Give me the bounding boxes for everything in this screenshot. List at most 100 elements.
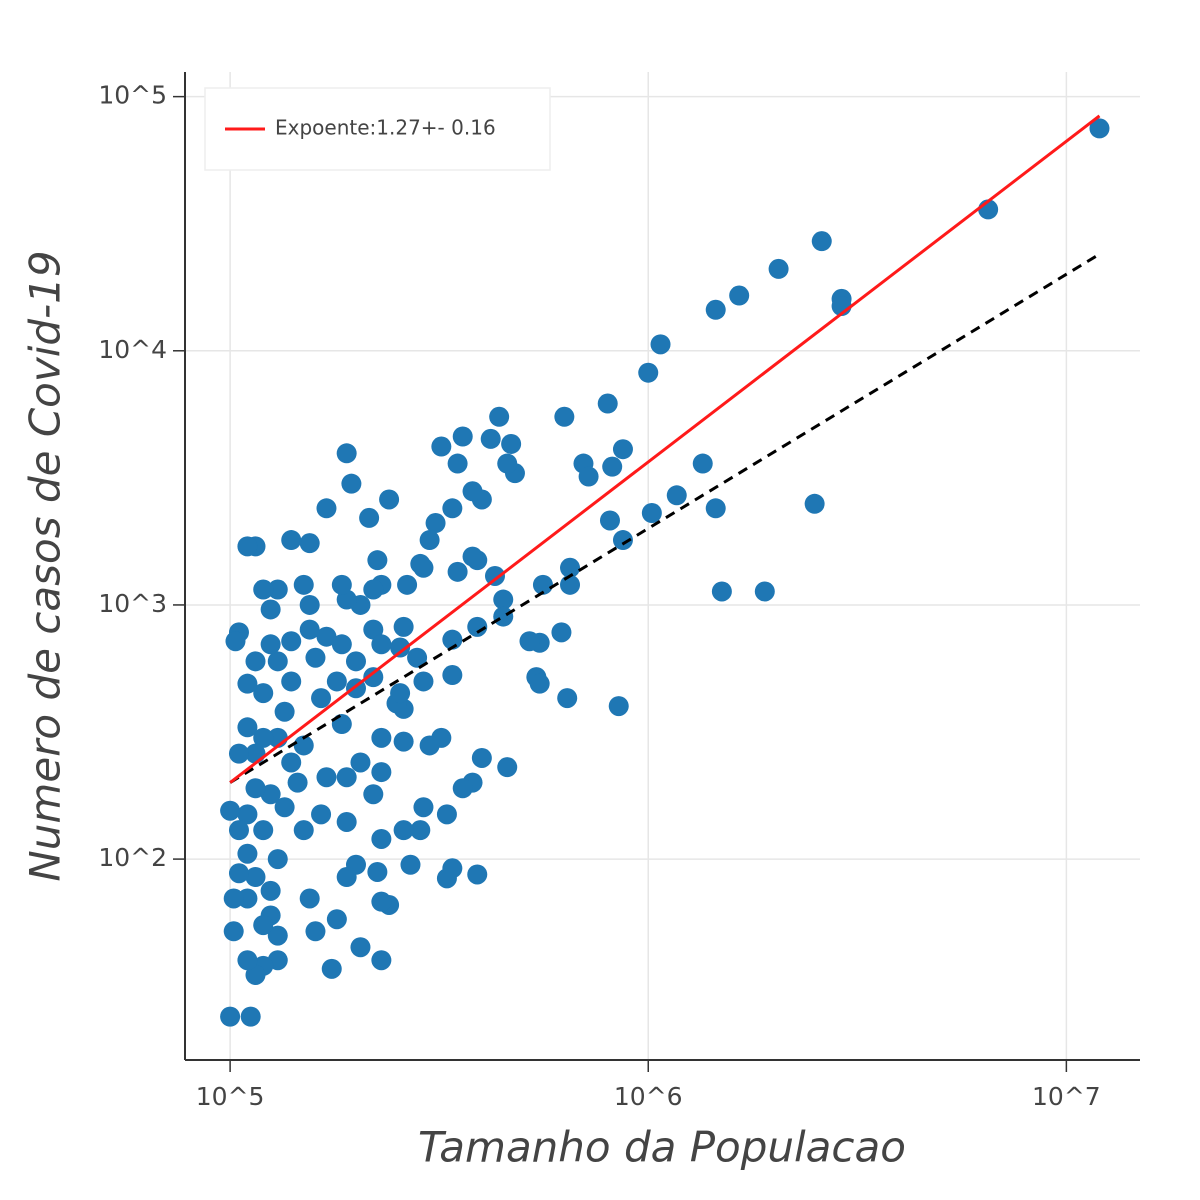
point [274,701,295,722]
point [305,647,326,668]
point [225,631,246,652]
point [299,888,320,909]
point [316,626,337,647]
x-tick-label: 10^7 [1032,1082,1101,1111]
point [237,536,258,557]
point [557,688,578,709]
point [390,683,411,704]
point [393,731,414,752]
point [245,651,266,672]
point [363,579,384,600]
point [493,606,514,627]
legend-label: Expoente:1.27+- 0.16 [275,116,496,140]
point [390,637,411,658]
point [367,550,388,571]
point [245,964,266,985]
point [379,489,400,510]
point [804,493,825,514]
point [316,498,337,519]
point [326,671,347,692]
point [240,1006,261,1027]
point [393,616,414,637]
point [638,362,659,383]
point [467,864,488,885]
point [260,880,281,901]
point [462,546,483,567]
point [321,958,342,979]
point [341,473,362,494]
point [267,925,288,946]
point [220,800,241,821]
point [431,436,452,457]
point [267,579,288,600]
point [253,727,274,748]
point [237,888,258,909]
point [245,778,266,799]
point [452,778,473,799]
point [293,820,314,841]
point [336,767,357,788]
point [293,574,314,595]
point [410,820,431,841]
point [267,651,288,672]
point [299,533,320,554]
point [436,804,457,825]
point [442,629,463,650]
x-tick-label: 10^6 [614,1082,683,1111]
point [371,727,392,748]
point [305,921,326,942]
point [597,393,618,414]
point [608,696,629,717]
point [274,797,295,818]
point [692,453,713,474]
point [287,772,308,793]
point [462,481,483,502]
point [529,673,550,694]
point [363,667,384,688]
point [237,673,258,694]
y-axis-title: Numero de casos de Covid-19 [21,250,70,881]
point [371,762,392,783]
point [471,747,492,768]
point [299,619,320,640]
point [1089,118,1110,139]
point [497,453,518,474]
point [729,285,750,306]
x-tick-label: 10^5 [196,1082,265,1111]
point [237,843,258,864]
point [331,574,352,595]
point [371,891,392,912]
point [371,950,392,971]
point [336,443,357,464]
point [331,714,352,735]
point [260,599,281,620]
point [228,743,249,764]
point [245,867,266,888]
point [253,915,274,936]
point [363,784,384,805]
point [397,574,418,595]
point [419,530,440,551]
point [311,688,332,709]
point [768,258,789,279]
point [316,767,337,788]
point [228,820,249,841]
point [560,574,581,595]
point [497,757,518,778]
y-tick-label: 10^3 [98,589,167,618]
point [641,503,662,524]
point [413,797,434,818]
point [260,634,281,655]
point [413,671,434,692]
point [331,634,352,655]
point [363,619,384,640]
point [336,811,357,832]
point [367,861,388,882]
point [237,950,258,971]
point [345,651,366,672]
point [223,888,244,909]
point [336,867,357,888]
point [447,561,468,582]
